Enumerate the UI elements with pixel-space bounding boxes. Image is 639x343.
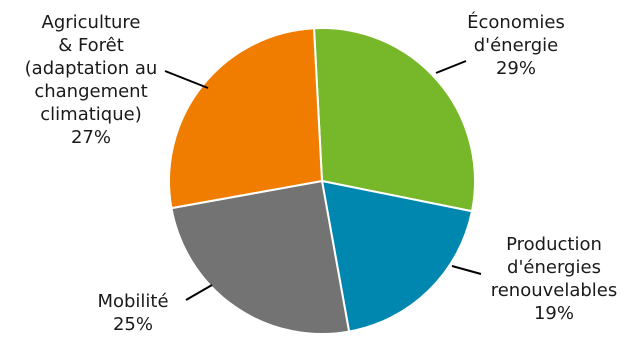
slice-label-mobilite: Mobilité 25% [97,291,168,335]
slice-label-line: Production [506,234,602,255]
slice-value-production-energies-renouvelables: 19% [534,303,574,324]
slice-labels: Économies d'énergie 29%Production d'énergie… [25,11,618,335]
pie-slices [168,27,476,335]
slice-label-line: d'énergies [507,257,601,278]
slice-label-line: d'énergie [474,35,559,56]
slice-label-line: changement [34,81,147,102]
leader-line-production-energies-renouvelables [451,265,482,275]
slice-label-line: & Forêt [58,35,124,56]
slice-label-line: Agriculture [42,12,141,33]
slice-label-agriculture-foret: Agriculture & Forêt (adaptation au changeme… [25,12,158,148]
leader-line-mobilite [185,284,213,301]
slice-label-line: (adaptation au [25,58,158,79]
slice-label-line: Mobilité [97,291,168,312]
pie-slice-agriculture-foret [168,27,323,210]
pie-slice-production-energies-renouvelables [321,180,473,333]
slice-label-line: Économies [467,11,565,33]
slice-label-economies-energie: Économies d'énergie 29% [467,11,565,79]
slice-label-line: renouvelables [491,280,618,301]
slice-value-economies-energie: 29% [496,58,536,79]
leader-line-agriculture-foret [164,70,209,89]
slice-value-agriculture-foret: 27% [71,127,111,148]
pie-slice-mobilite [170,180,351,335]
leader-lines [164,60,482,301]
pie-slice-economies-energie [312,27,476,213]
leader-line-economies-energie [435,60,467,74]
slice-value-mobilite: 25% [113,314,153,335]
slice-label-production-energies-renouvelables: Production d'énergies renouvelables 19% [491,234,618,324]
slice-label-line: climatique) [40,104,141,125]
